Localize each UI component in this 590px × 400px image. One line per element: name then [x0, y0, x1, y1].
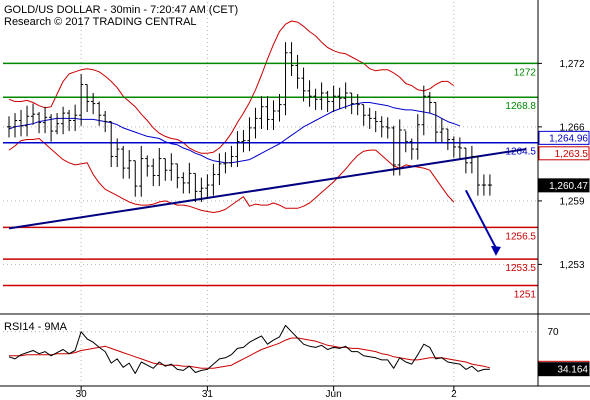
support-level-label: 1253.5: [505, 263, 536, 274]
projection-line: [464, 189, 497, 249]
price-axis-label: 1,259: [559, 196, 584, 207]
price-axis-label: 1,266: [559, 122, 584, 133]
chart-header-credit: Research © 2017 TRADING CENTRAL: [4, 16, 197, 28]
time-axis-label: 30: [76, 389, 88, 400]
rsi-tag-current-label: 34.164: [557, 365, 588, 376]
trendline-group: [8, 148, 527, 230]
chart-header-title: GOLD/US DOLLAR - 30min - 7:20:47 AM (CET…: [4, 4, 238, 16]
bollinger-bands: [8, 20, 455, 213]
level-lines: 1272 1268.8 1264.5 1256.5 1253.5 1251: [3, 62, 538, 301]
price-axis-label: 1,253: [559, 260, 584, 271]
trendline: [8, 148, 527, 230]
price-value-tags: 1,264.96 1,263.5 1,260.47: [538, 130, 590, 193]
price-tag-current-box: [538, 178, 590, 193]
rsi-line: [8, 324, 490, 374]
time-axis-label: 31: [202, 389, 214, 400]
bollinger-lower-line: [8, 138, 455, 213]
moving-average: [8, 102, 461, 164]
support-level-label: 1256.5: [505, 231, 536, 242]
rsi-axis-label: 70: [547, 327, 559, 338]
rsi-panel: 70 35.457334.164: [3, 316, 590, 384]
price-tag-ma-label: 1,263.5: [555, 149, 589, 160]
pivot-level-label: 1264.5: [505, 147, 536, 158]
price-axis: 1,272 1,266 1,259 1,253: [538, 59, 585, 271]
resistance-level-label: 1272: [514, 67, 537, 78]
moving-average-line: [8, 102, 461, 164]
rsi-axis: 70: [547, 327, 559, 338]
time-axis-label: Jun: [326, 389, 342, 400]
rsi-panel-title: RSI14 - 9MA: [4, 321, 68, 333]
price-axis-label: 1,272: [559, 59, 584, 70]
time-axis-label: 2: [451, 389, 457, 400]
price-tag-ma-box: [538, 146, 590, 161]
chart-frame: [0, 0, 590, 387]
rsi-ma-line: [9, 337, 491, 369]
price-tag-current-label: 1,260.47: [549, 181, 588, 192]
resistance-level-label: 1268.8: [505, 101, 536, 112]
rsi-lines: [8, 324, 491, 374]
rsi-grid: [3, 316, 538, 384]
bollinger-upper-line: [8, 20, 455, 154]
support-level-label: 1251: [514, 290, 537, 301]
projection-arrowhead: [490, 245, 501, 256]
candles: [6, 42, 493, 202]
time-axis: 30 31 Jun 2: [76, 386, 457, 400]
price-tag-pivot-box: [538, 130, 590, 145]
rsi-value-tags: 35.457334.164: [538, 360, 590, 377]
projection-arrow: [464, 189, 501, 256]
price-tag-pivot-label: 1,264.96: [549, 133, 588, 144]
rsi-tag-current-box: [538, 362, 590, 377]
